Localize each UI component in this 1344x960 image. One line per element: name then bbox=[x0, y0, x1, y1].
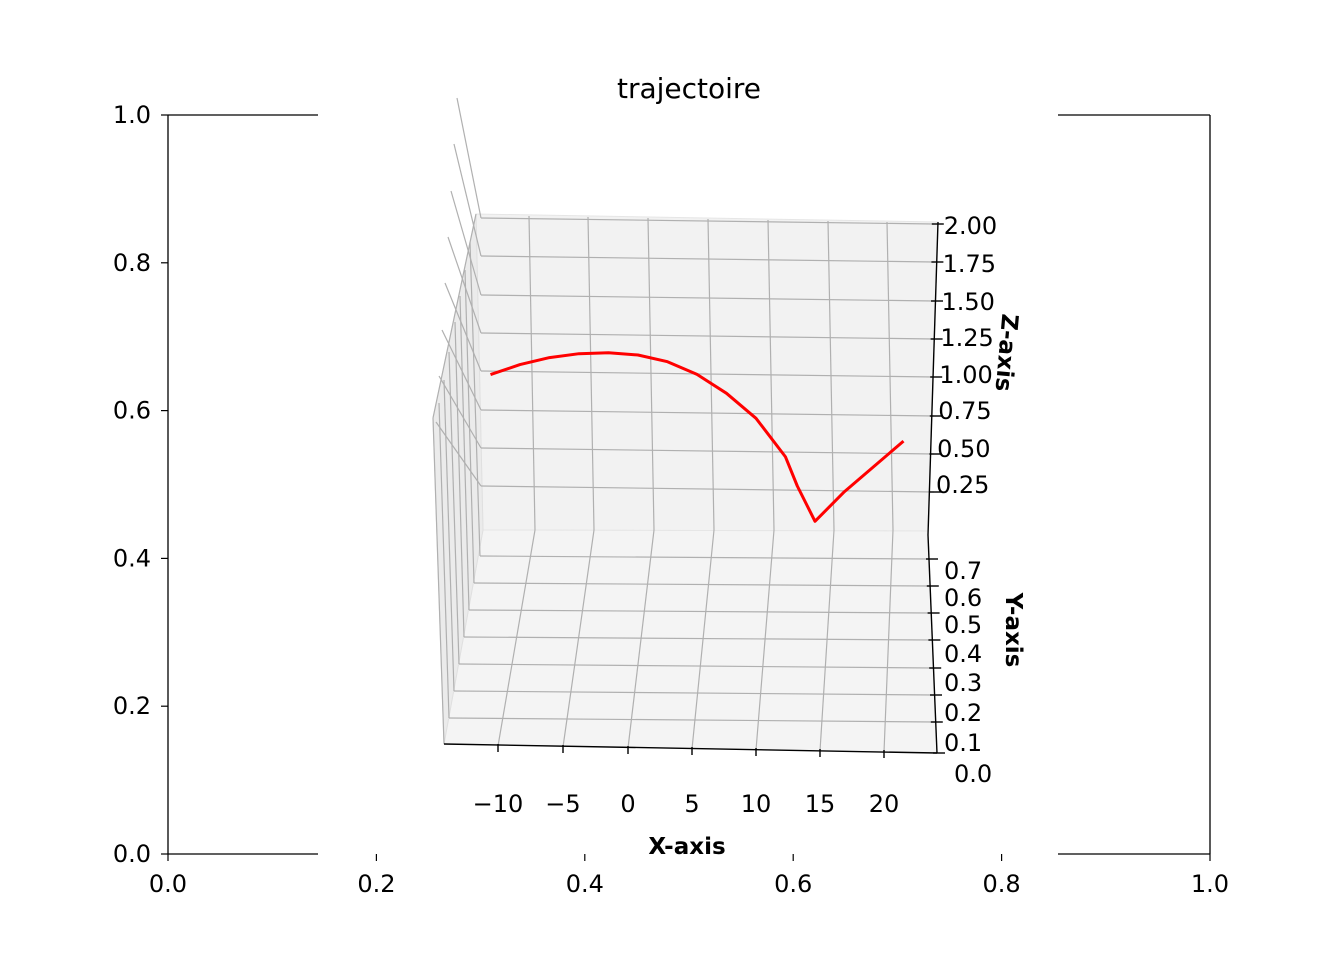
side-wall-y-gridline bbox=[464, 269, 475, 584]
x-tick-label: −10 bbox=[473, 790, 524, 818]
outer-y-tick-label: 1.0 bbox=[113, 101, 151, 129]
side-wall-y-gridline bbox=[469, 241, 481, 557]
y-tick-label: 0.2 bbox=[944, 699, 982, 727]
outer-x-tick-label: 0.2 bbox=[357, 870, 395, 898]
back-wall-z-gridline bbox=[480, 332, 935, 340]
series-group bbox=[490, 351, 905, 523]
ticks-3d: −10 −5 0 5 10 15 20 0.0 0.10.20.30.40.50.60.7 0.2… bbox=[473, 212, 997, 818]
floor-x-gridline bbox=[819, 529, 835, 752]
z-tick-label: 1.75 bbox=[943, 250, 996, 278]
back-wall-z-gridline bbox=[480, 447, 935, 455]
side-wall-y-gridline bbox=[448, 351, 460, 665]
side-wall-y-gridline bbox=[459, 295, 470, 611]
outer-y-tick-label: 0.2 bbox=[113, 692, 151, 720]
outer-y-tick-label: 0.8 bbox=[113, 249, 151, 277]
outer-x-tick-label: 0.0 bbox=[149, 870, 187, 898]
y-tick-label: 0.5 bbox=[944, 611, 982, 639]
floor-y-gridline bbox=[453, 690, 935, 696]
floor-y-gridline bbox=[479, 555, 930, 560]
side-wall-y-gridline bbox=[454, 321, 465, 638]
floor-y-gridline bbox=[468, 609, 932, 614]
outer-axes: 0.0 0.2 0.4 0.6 0.8 1.0 0.0 0.2 0.4 0.6 0.8 1.0 bbox=[113, 101, 1229, 898]
outer-x-tick-label: 0.8 bbox=[983, 870, 1021, 898]
y-tick-label: 0.3 bbox=[944, 669, 982, 697]
side-wall-z-gridline bbox=[456, 97, 482, 219]
floor-x-gridline bbox=[755, 529, 775, 751]
floor-x-gridline bbox=[883, 529, 894, 753]
y-tick-label: 0.6 bbox=[944, 584, 982, 612]
y-axis-label: Y-axis bbox=[1000, 592, 1026, 668]
back-wall-z-gridline bbox=[480, 370, 935, 378]
back-wall-x-gridline bbox=[647, 217, 655, 531]
pane-3d: −10 −5 0 5 10 15 20 0.0 0.10.20.30.40.50.60.7 0.2… bbox=[432, 97, 997, 818]
back-wall-z-gridline bbox=[480, 485, 935, 493]
y-tick-label: 0.4 bbox=[944, 640, 982, 668]
side-wall-z-gridline bbox=[453, 143, 482, 257]
z-axis-line bbox=[927, 221, 939, 536]
floor-x-gridline bbox=[627, 529, 655, 749]
y-axis-line bbox=[927, 534, 938, 754]
chart-title: trajectoire bbox=[617, 72, 761, 105]
x-tick-label: 10 bbox=[741, 790, 772, 818]
side-wall-z-gridline bbox=[450, 190, 482, 296]
outer-y-tick-label: 0.4 bbox=[113, 544, 151, 572]
grid-3d bbox=[432, 97, 936, 753]
axis-lines-3d bbox=[443, 221, 939, 754]
floor-x-gridline bbox=[691, 529, 715, 750]
x-tick-label: 5 bbox=[684, 790, 699, 818]
side-wall-z-gridline bbox=[444, 282, 482, 372]
side-wall-y-gridline bbox=[443, 379, 455, 692]
z-tick-label: 2.00 bbox=[944, 212, 997, 240]
z-tick-label: 1.25 bbox=[940, 324, 993, 352]
x-tick-label: 0 bbox=[620, 790, 635, 818]
z-axis-label: Z-axis bbox=[990, 313, 1023, 393]
x-axis-label: X-axis bbox=[648, 834, 725, 860]
floor-x-gridline bbox=[562, 529, 595, 748]
x-tick-label: −5 bbox=[545, 790, 580, 818]
z-tick-label: 1.50 bbox=[942, 288, 995, 316]
back-wall-z-gridline bbox=[480, 255, 935, 263]
y-tick-label: 0.0 bbox=[954, 760, 992, 788]
z-tick-label: 0.50 bbox=[937, 435, 990, 463]
floor-x-gridline bbox=[497, 529, 536, 747]
z-tick-label: 0.25 bbox=[936, 471, 989, 499]
x-tick-label: 20 bbox=[869, 790, 900, 818]
z-tick-label: 1.00 bbox=[939, 361, 992, 389]
outer-x-tick-label: 1.0 bbox=[1191, 870, 1229, 898]
side-wall-edge bbox=[432, 417, 445, 745]
x-tick-label: 15 bbox=[805, 790, 836, 818]
side-wall-z-gridline bbox=[438, 375, 482, 449]
side-wall-y-gridline bbox=[438, 402, 450, 719]
outer-y-tick-label: 0.6 bbox=[113, 397, 151, 425]
floor-y-gridline bbox=[473, 582, 931, 587]
back-wall-x-gridline bbox=[528, 215, 536, 531]
outer-y-tick-label: 0.0 bbox=[113, 840, 151, 868]
floor-y-gridline bbox=[458, 663, 934, 669]
x-axis-line bbox=[443, 743, 938, 754]
back-wall-x-gridline bbox=[587, 216, 595, 531]
floor-y-gridline bbox=[448, 717, 936, 723]
y-tick-label: 0.7 bbox=[944, 557, 982, 585]
outer-x-tick-label: 0.6 bbox=[774, 870, 812, 898]
outer-x-tick-label: 0.4 bbox=[566, 870, 604, 898]
series-line bbox=[490, 351, 905, 523]
side-wall-edge bbox=[432, 213, 477, 419]
back-wall-z-gridline bbox=[480, 409, 935, 417]
y-tick-label: 0.1 bbox=[944, 729, 982, 757]
back-wall-z-gridline bbox=[480, 217, 935, 225]
back-wall-z-gridline bbox=[480, 294, 935, 302]
side-wall-z-gridline bbox=[447, 236, 482, 334]
floor-y-gridline bbox=[463, 636, 933, 641]
z-tick-label: 0.75 bbox=[938, 397, 991, 425]
